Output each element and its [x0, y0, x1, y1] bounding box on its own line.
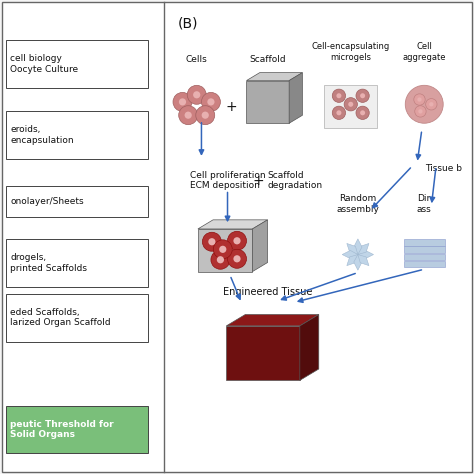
Polygon shape: [358, 250, 374, 259]
Polygon shape: [198, 229, 252, 272]
FancyBboxPatch shape: [404, 261, 445, 267]
Text: onolayer/Sheets: onolayer/Sheets: [10, 197, 84, 206]
Polygon shape: [246, 73, 302, 81]
Circle shape: [217, 256, 224, 264]
FancyBboxPatch shape: [6, 405, 148, 453]
Text: (B): (B): [178, 17, 198, 31]
Circle shape: [417, 97, 422, 102]
Polygon shape: [354, 239, 362, 255]
Circle shape: [429, 102, 434, 107]
Circle shape: [415, 106, 426, 117]
FancyBboxPatch shape: [6, 239, 148, 287]
Text: +: +: [253, 174, 264, 189]
Polygon shape: [342, 250, 358, 259]
FancyBboxPatch shape: [6, 293, 148, 341]
Circle shape: [207, 98, 215, 106]
Polygon shape: [358, 244, 369, 255]
Circle shape: [233, 237, 241, 245]
Circle shape: [184, 111, 192, 119]
Polygon shape: [347, 244, 358, 255]
FancyBboxPatch shape: [404, 246, 445, 253]
Text: cell biology
Oocyte Culture: cell biology Oocyte Culture: [10, 55, 79, 73]
Circle shape: [193, 91, 201, 99]
FancyBboxPatch shape: [404, 254, 445, 260]
Polygon shape: [289, 73, 302, 123]
Text: Dir
ass: Dir ass: [417, 194, 432, 213]
Circle shape: [211, 250, 230, 269]
Circle shape: [219, 246, 227, 253]
Circle shape: [233, 255, 241, 263]
Circle shape: [173, 92, 192, 111]
Circle shape: [196, 106, 215, 125]
Polygon shape: [198, 220, 267, 229]
Circle shape: [179, 98, 186, 106]
Circle shape: [418, 109, 423, 114]
Polygon shape: [227, 315, 319, 326]
Circle shape: [228, 231, 246, 250]
Polygon shape: [300, 315, 319, 380]
Polygon shape: [252, 220, 267, 272]
Circle shape: [337, 93, 341, 98]
Text: drogels,
printed Scaffolds: drogels, printed Scaffolds: [10, 254, 87, 273]
Circle shape: [201, 92, 220, 111]
Circle shape: [228, 249, 246, 268]
Text: Engineered Tissue: Engineered Tissue: [223, 287, 312, 297]
FancyBboxPatch shape: [6, 186, 148, 217]
Text: +: +: [225, 100, 237, 114]
FancyBboxPatch shape: [6, 40, 148, 88]
Text: Cell
aggregate: Cell aggregate: [402, 43, 446, 62]
Circle shape: [201, 111, 209, 119]
Text: peutic Threshold for
Solid Organs: peutic Threshold for Solid Organs: [10, 420, 114, 439]
Circle shape: [405, 85, 443, 123]
Text: eroids,
encapsulation: eroids, encapsulation: [10, 126, 74, 145]
Polygon shape: [354, 255, 362, 270]
Polygon shape: [246, 81, 289, 123]
Circle shape: [332, 106, 346, 119]
Circle shape: [360, 93, 365, 98]
Text: Scaffold
degradation: Scaffold degradation: [268, 171, 323, 190]
Circle shape: [208, 238, 216, 246]
Circle shape: [332, 89, 346, 102]
Text: Tissue b: Tissue b: [425, 164, 462, 173]
Circle shape: [187, 85, 206, 104]
Text: Scaffold: Scaffold: [249, 55, 286, 64]
Text: Cells: Cells: [186, 55, 208, 64]
Circle shape: [356, 106, 369, 119]
Polygon shape: [227, 326, 300, 380]
Text: eded Scaffolds,
larized Organ Scaffold: eded Scaffolds, larized Organ Scaffold: [10, 308, 111, 327]
Text: Cell-encapsulating
microgels: Cell-encapsulating microgels: [311, 43, 390, 62]
Circle shape: [414, 94, 425, 105]
Text: Cell proliferation
ECM deposition: Cell proliferation ECM deposition: [190, 171, 265, 190]
Polygon shape: [358, 255, 369, 265]
FancyBboxPatch shape: [404, 239, 445, 246]
Circle shape: [213, 240, 232, 259]
Text: Random
assembly: Random assembly: [337, 194, 379, 213]
Circle shape: [179, 106, 198, 125]
Circle shape: [356, 89, 369, 102]
Circle shape: [337, 110, 341, 115]
FancyBboxPatch shape: [6, 111, 148, 159]
Circle shape: [426, 99, 437, 110]
Circle shape: [360, 110, 365, 115]
FancyBboxPatch shape: [324, 85, 377, 128]
Circle shape: [202, 232, 221, 251]
Circle shape: [348, 102, 353, 107]
Circle shape: [344, 98, 357, 111]
Polygon shape: [347, 255, 358, 265]
